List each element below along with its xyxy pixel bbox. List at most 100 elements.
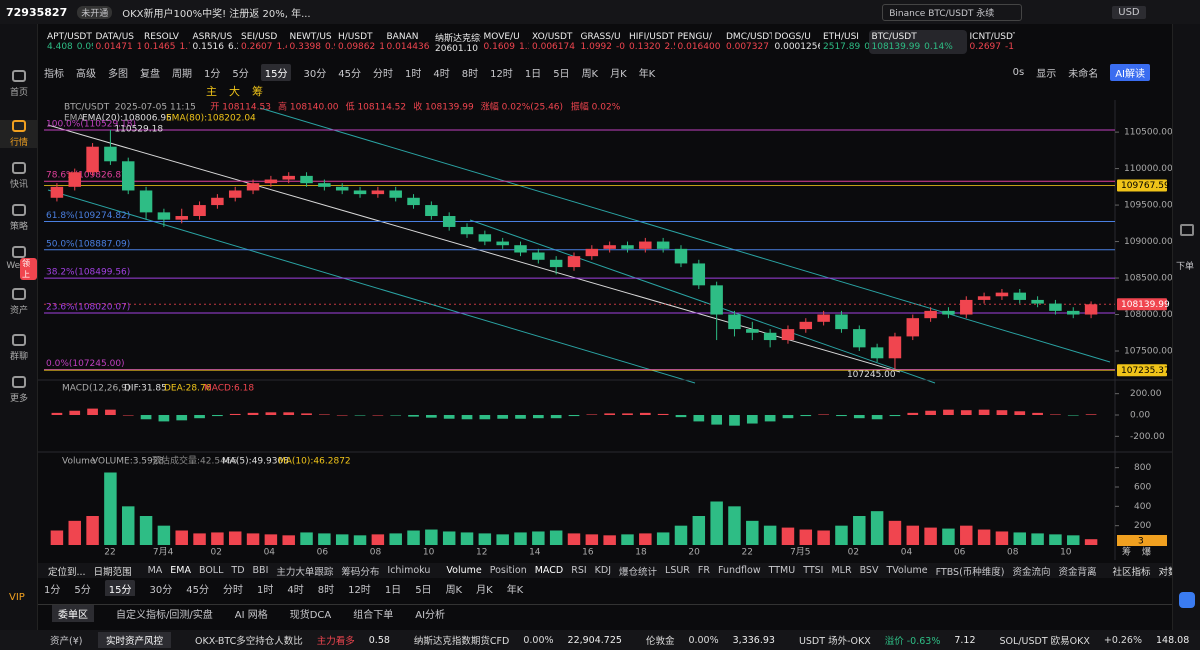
sub-indicator[interactable]: LSUR [665, 565, 690, 576]
notice[interactable]: OKX新用户100%中奖! 注册返 20%, 年... [122, 8, 311, 20]
period-button[interactable]: 年K [638, 68, 656, 80]
currency[interactable]: USD [1112, 5, 1146, 19]
period-button[interactable]: 1分 [204, 68, 221, 80]
sub-indicator[interactable]: FTBS(币种维度) [935, 566, 1005, 578]
sidebar-item[interactable]: 策略 [0, 204, 38, 232]
tool-button[interactable]: 未命名 [1068, 68, 1099, 80]
period-button[interactable]: 12时 [348, 584, 371, 596]
order-label[interactable]: 下单 [1176, 262, 1195, 272]
bottom-tab[interactable]: 自定义指标/回测/实盘 [116, 610, 213, 621]
period-button[interactable]: 8时 [317, 584, 335, 596]
period-button[interactable]: 5分 [232, 68, 249, 80]
tool-button[interactable]: 高级 [76, 68, 96, 80]
draw-tool[interactable]: 大 [229, 85, 240, 98]
sub-indicator[interactable]: FR [697, 565, 710, 576]
draw-tool[interactable]: 筹 [252, 85, 263, 98]
ticker[interactable]: DOGS/U 0.0001256 [772, 30, 821, 54]
status-risk[interactable]: 实时资产风控 [98, 632, 172, 648]
main-indicator[interactable]: Ichimoku [387, 565, 431, 576]
period-button[interactable]: 30分 [149, 584, 173, 596]
sidebar-item[interactable]: 资产 [0, 288, 38, 316]
indicator-option[interactable]: 对数 [1158, 566, 1172, 578]
tool-button[interactable]: 周期 [172, 68, 192, 80]
period-button[interactable]: 45分 [186, 584, 209, 596]
sidebar-item[interactable]: 群聊 [0, 334, 38, 362]
tool-button[interactable]: 指标 [44, 68, 64, 80]
period-button[interactable]: 月K [476, 584, 493, 596]
bottom-tab[interactable]: AI分析 [415, 610, 446, 621]
period-button[interactable]: 1时 [404, 68, 422, 80]
main-indicator[interactable]: BBI [252, 565, 269, 576]
main-indicator[interactable]: MA [147, 565, 163, 576]
period-button[interactable]: 30分 [303, 68, 327, 80]
period-button[interactable]: 1时 [256, 584, 274, 596]
sub-indicator[interactable]: MACD [534, 565, 564, 576]
period-button[interactable]: 12时 [490, 68, 513, 80]
sub-indicator[interactable]: TTSI [803, 565, 824, 576]
indicator-control[interactable]: 定位到... [48, 566, 86, 578]
period-button[interactable]: 5日 [553, 68, 570, 80]
main-indicator[interactable]: TD [231, 565, 245, 576]
period-button[interactable]: 周K [445, 584, 463, 596]
period-button[interactable]: 45分 [338, 68, 361, 80]
sub-indicator[interactable]: Volume [446, 565, 482, 576]
tool-button[interactable]: 0s [1012, 66, 1025, 78]
main-indicator[interactable]: BOLL [198, 565, 224, 576]
period-button[interactable]: 年K [506, 584, 524, 596]
sub-indicator[interactable]: TTMU [768, 565, 796, 576]
sidebar-item[interactable]: 行情 [0, 120, 38, 148]
bot-icon[interactable] [1179, 592, 1195, 608]
sub-indicator[interactable]: 资金背离 [1058, 566, 1097, 578]
main-indicator[interactable]: 主力大单跟踪 [276, 566, 334, 578]
period-button[interactable]: 1日 [524, 68, 542, 80]
bottom-tab[interactable]: 委单区 [52, 605, 94, 622]
bottom-tab[interactable]: AI 网格 [234, 610, 268, 621]
tool-button[interactable]: 多图 [108, 68, 128, 80]
ticker[interactable]: PENGU/0.016400- [675, 30, 724, 54]
sub-indicator[interactable]: Fundflow [718, 565, 761, 576]
sidebar-item[interactable]: 首页 [0, 70, 38, 98]
ticker[interactable]: GRASS/U1.0992-0. [578, 30, 627, 54]
draw-tool[interactable]: 主 [206, 85, 217, 98]
tool-button[interactable]: 显示 [1036, 68, 1057, 80]
sub-indicator[interactable]: TVolume [886, 565, 928, 576]
status[interactable]: 未开通 [77, 5, 113, 19]
tool-button[interactable]: 复盘 [140, 68, 160, 80]
sub-indicator[interactable]: MLR [831, 565, 852, 576]
sub-indicator[interactable]: RSI [571, 565, 587, 576]
period-button[interactable]: 15分 [104, 580, 136, 596]
period-button[interactable]: 月K [610, 68, 627, 80]
period-button[interactable]: 分时 [372, 68, 393, 80]
sidebar-item[interactable]: 更多 [0, 376, 38, 404]
period-button[interactable]: 5分 [74, 584, 91, 596]
indicator-control[interactable]: 日期范围 [93, 566, 132, 578]
period-button[interactable]: 4时 [287, 584, 304, 596]
main-indicator[interactable]: 筹码分布 [341, 566, 380, 578]
period-button[interactable]: 8时 [461, 68, 479, 80]
sub-indicator[interactable]: 资金流向 [1012, 566, 1051, 578]
bottom-tab[interactable]: 组合下单 [353, 610, 394, 621]
period-button[interactable]: 15分 [260, 63, 292, 81]
ticker[interactable]: 纳斯达克综合20601.100.00 [432, 29, 481, 56]
period-button[interactable]: 周K [581, 68, 599, 80]
status-asset[interactable]: 资产(¥) [50, 636, 83, 647]
period-button[interactable]: 1日 [384, 584, 402, 596]
sidebar-item[interactable]: 快讯 [0, 162, 38, 190]
period-button[interactable]: 1分 [44, 584, 61, 596]
ticker[interactable]: BTC/USDT 108139.99 0.14% [868, 30, 967, 54]
main-indicator[interactable]: EMA [170, 565, 191, 576]
sub-indicator[interactable]: 爆仓统计 [619, 566, 658, 578]
bottom-tab[interactable]: 现货DCA [289, 610, 332, 621]
